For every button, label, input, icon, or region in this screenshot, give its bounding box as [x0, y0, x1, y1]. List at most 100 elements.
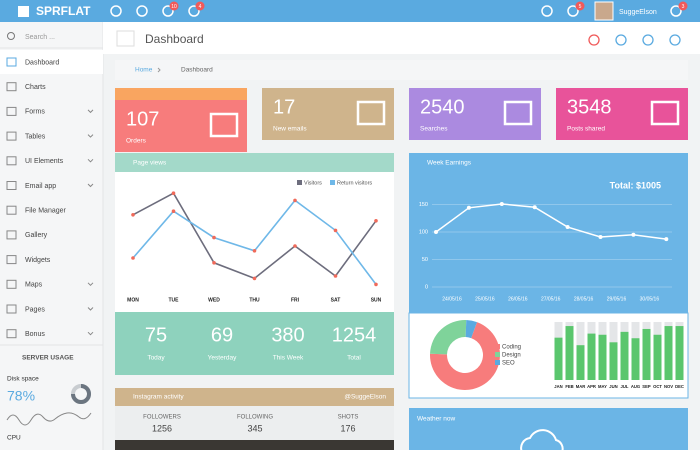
- legend-swatch: [495, 360, 500, 365]
- legend-label: Visitors: [304, 180, 322, 186]
- user-name[interactable]: SuggeElson: [619, 9, 657, 16]
- menu-icon: [6, 57, 17, 67]
- stat-tile: [556, 88, 688, 140]
- x-tick-label: 24/05/16: [442, 296, 462, 302]
- stat-value: 1254: [332, 324, 377, 346]
- menu-item[interactable]: Gallery: [25, 232, 48, 239]
- header-icon: [116, 30, 135, 47]
- donut-segment: [465, 320, 478, 339]
- menu-item[interactable]: UI Elements: [25, 158, 64, 165]
- chevron: [87, 109, 94, 114]
- avatar: [594, 1, 614, 21]
- badge: [169, 1, 179, 11]
- legend-label: SEO: [502, 361, 515, 367]
- header-action[interactable]: [669, 34, 681, 46]
- menu-item[interactable]: Widgets: [25, 257, 51, 264]
- menu-item[interactable]: Email app: [25, 183, 56, 190]
- x-tick-label: SEP: [642, 384, 651, 389]
- header-action[interactable]: [588, 34, 600, 46]
- x-tick-label: 30/05/16: [640, 296, 660, 302]
- menu-item[interactable]: Maps: [25, 282, 43, 289]
- menu-item[interactable]: Dashboard: [25, 59, 59, 66]
- menu-icon: [6, 255, 17, 265]
- x-tick-label: SUN: [371, 297, 382, 303]
- disk-ring-fill: [71, 384, 91, 404]
- menu-item[interactable]: Tables: [25, 133, 46, 140]
- menu-item[interactable]: Bonus: [25, 331, 45, 338]
- point: [333, 228, 338, 233]
- header-action[interactable]: [615, 34, 627, 46]
- topbar-icon[interactable]: [188, 5, 200, 17]
- point: [131, 256, 135, 260]
- x-tick-label: 28/05/16: [574, 296, 594, 302]
- x-tick-label: TUE: [169, 297, 180, 303]
- point: [374, 282, 378, 287]
- topbar-icon[interactable]: [567, 5, 579, 17]
- line: [435, 203, 667, 240]
- menu-item[interactable]: Charts: [25, 84, 46, 91]
- tile-value: 3548: [567, 96, 612, 118]
- point: [565, 225, 570, 230]
- disk-label: Disk space: [7, 376, 39, 383]
- tile-icon: [356, 100, 386, 126]
- stat-label: Total: [347, 355, 361, 362]
- handle[interactable]: @SuggeElson: [344, 394, 386, 401]
- panel-title: Page views: [133, 160, 167, 167]
- menu-item[interactable]: Forms: [25, 109, 45, 116]
- search-icon: [7, 32, 15, 40]
- x-tick-label: JAN: [554, 384, 562, 389]
- menu-item[interactable]: File Manager: [25, 208, 67, 215]
- x-tick-label: MAR: [576, 384, 586, 389]
- stat-label: Today: [147, 355, 165, 362]
- legend-swatch: [297, 180, 302, 185]
- point: [293, 198, 297, 203]
- x-tick-label: 27/05/16: [541, 296, 561, 302]
- topbar-icon[interactable]: [136, 5, 148, 17]
- search[interactable]: Search ...: [25, 34, 55, 41]
- panel: [409, 153, 688, 313]
- badge-count: 10: [171, 4, 177, 10]
- menu-icon: [6, 131, 17, 141]
- menu-icon: [6, 181, 17, 190]
- header-action[interactable]: [642, 34, 654, 46]
- bar: [631, 338, 640, 380]
- bar: [609, 342, 618, 380]
- bar: [554, 337, 563, 380]
- tile-label: Posts shared: [567, 126, 605, 133]
- stat-label: Yesterday: [208, 355, 237, 362]
- menu-icon: [6, 329, 17, 339]
- point: [374, 219, 378, 223]
- breadcrumb[interactable]: Home: [135, 67, 153, 74]
- x-tick-label: FEB: [565, 384, 573, 389]
- stat-value: 345: [247, 423, 262, 433]
- topbar-icon[interactable]: [670, 5, 682, 17]
- y-tick-label: 100: [419, 229, 428, 235]
- menu-item[interactable]: Pages: [25, 306, 45, 313]
- bar: [576, 345, 585, 380]
- tile-value: 17: [273, 96, 295, 118]
- point: [664, 237, 669, 242]
- panel: [409, 408, 688, 450]
- point: [293, 244, 297, 248]
- menu-icon: [6, 82, 17, 92]
- chevron: [87, 134, 94, 138]
- chevron: [87, 183, 94, 188]
- point: [171, 191, 176, 195]
- menu-icon: [6, 205, 17, 215]
- point: [466, 205, 471, 210]
- x-tick-label: FRI: [291, 297, 300, 303]
- stat-value: 69: [211, 324, 233, 346]
- crumb-arrow: [157, 67, 161, 73]
- tile-label: New emails: [273, 126, 307, 133]
- topbar-icon[interactable]: [110, 5, 122, 17]
- stat-label: FOLLOWERS: [143, 415, 181, 421]
- topbar-icon[interactable]: [162, 5, 174, 17]
- header: [103, 22, 700, 54]
- bar: [565, 326, 574, 380]
- section-title: SERVER USAGE: [22, 355, 74, 362]
- point: [252, 276, 257, 281]
- x-tick-label: MON: [127, 297, 139, 303]
- badge-count: 4: [199, 4, 202, 10]
- topbar-icon[interactable]: [541, 5, 553, 17]
